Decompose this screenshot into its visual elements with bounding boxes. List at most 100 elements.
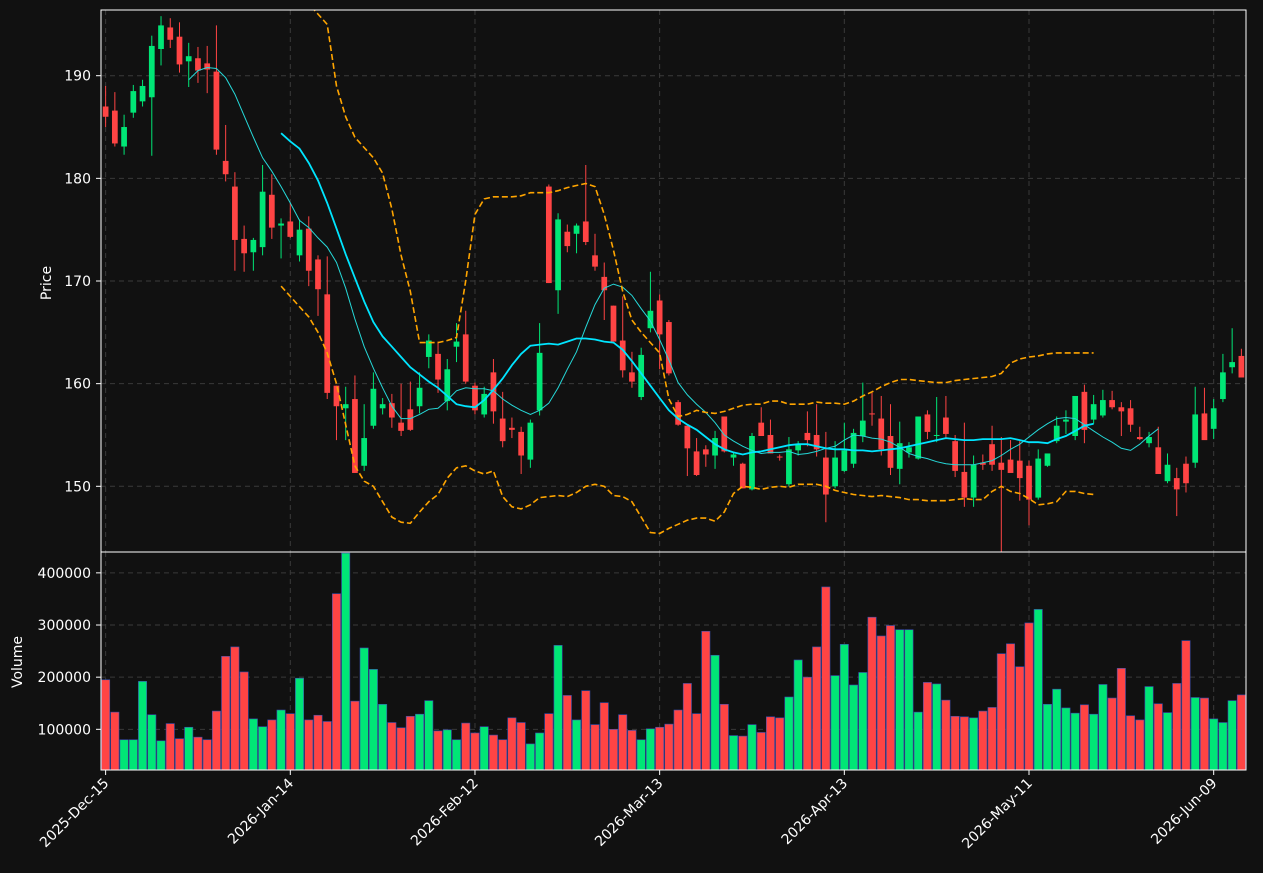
volume-bar	[470, 732, 480, 771]
price-axis-label: Price	[39, 266, 55, 300]
candle-body	[158, 25, 164, 50]
volume-bar	[812, 646, 822, 771]
volume-bar	[562, 695, 572, 771]
volume-bar	[1199, 697, 1209, 771]
volume-bar	[1043, 703, 1052, 771]
volume-bar	[322, 721, 332, 771]
candle-body	[666, 322, 672, 374]
volume-tick-label: 300000	[38, 618, 91, 634]
candle-body	[315, 259, 321, 290]
volume-bar	[701, 630, 711, 771]
candle-body	[896, 443, 903, 469]
volume-bar	[138, 681, 148, 771]
moving-average-short-line	[188, 66, 1159, 466]
candle-body	[943, 417, 949, 434]
candle-body	[693, 451, 700, 476]
volume-bar	[719, 703, 729, 771]
volume-bar	[1052, 688, 1062, 771]
volume-bar	[230, 646, 240, 771]
volume-bar	[664, 723, 674, 771]
candle-body	[564, 231, 571, 247]
volume-bar	[507, 717, 517, 771]
candle-body	[832, 457, 838, 487]
candle-body	[435, 353, 441, 380]
candle-body	[1053, 425, 1060, 442]
candle-body	[1035, 458, 1042, 498]
candle-body	[767, 434, 774, 454]
volume-bar	[175, 738, 184, 771]
moving-average-long-line	[280, 132, 1094, 456]
candle-body	[453, 341, 460, 347]
volume-bar	[525, 743, 535, 771]
candle-body	[342, 404, 349, 409]
volume-bar	[1209, 718, 1219, 771]
volume-bar	[304, 719, 314, 771]
candle-body	[509, 427, 515, 430]
volume-bar	[959, 716, 969, 771]
volume-bar	[1107, 697, 1117, 771]
candle-body	[675, 402, 681, 425]
price-tick-label: 180	[64, 171, 91, 187]
volume-bar	[618, 714, 628, 771]
volume-tick-label: 400000	[38, 566, 91, 582]
candle-body	[906, 447, 912, 453]
volume-bar	[479, 726, 489, 771]
volume-bar	[110, 711, 120, 771]
volume-bar	[396, 727, 406, 771]
volume-bar	[1181, 640, 1191, 771]
candle-body	[204, 63, 211, 70]
volume-bar	[1006, 643, 1015, 771]
bollinger-lower-line	[280, 285, 1094, 535]
volume-bar	[156, 740, 166, 771]
volume-bar	[627, 730, 637, 771]
candle-body	[1072, 395, 1079, 437]
candle-body	[869, 413, 875, 415]
candle-body	[481, 393, 488, 415]
candle-body	[111, 110, 118, 144]
candle-body	[730, 454, 737, 458]
candle-body	[499, 418, 506, 442]
volume-bar	[553, 645, 563, 771]
candle-body	[259, 191, 266, 248]
candle-body	[305, 228, 312, 271]
candle-body	[1173, 478, 1180, 490]
candle-body	[195, 58, 201, 71]
volume-bar	[1116, 668, 1126, 771]
candle-body	[1238, 355, 1245, 378]
candle-body	[952, 441, 958, 471]
candle-body	[139, 85, 146, 102]
volume-bar	[793, 659, 803, 771]
volume-bar	[692, 713, 702, 771]
candle-body	[407, 409, 414, 430]
candle-body	[859, 420, 866, 437]
candle-body	[555, 219, 561, 291]
volume-bar	[285, 713, 295, 771]
candle-body	[850, 432, 857, 464]
volume-bar	[802, 676, 812, 771]
volume-bar	[267, 719, 277, 771]
candle-body	[924, 414, 931, 432]
volume-bar	[996, 653, 1006, 771]
volume-bar	[1089, 713, 1099, 771]
candle-body	[1155, 447, 1162, 474]
volume-bar	[1015, 666, 1025, 771]
candle-body	[389, 403, 395, 418]
candle-body	[739, 463, 746, 489]
volume-bar	[1153, 703, 1163, 771]
candle-body	[167, 27, 174, 40]
volume-bar	[368, 669, 378, 771]
volume-bar	[987, 707, 997, 771]
candle-body	[278, 223, 284, 226]
candle-body	[268, 194, 275, 228]
volume-bar	[682, 683, 692, 771]
volume-bar	[535, 732, 545, 771]
volume-bar	[350, 700, 360, 771]
candle-body	[130, 91, 137, 113]
volume-bar	[258, 726, 268, 771]
candle-body	[749, 436, 755, 490]
candle-body	[287, 221, 294, 237]
volume-bar	[193, 736, 203, 771]
volume-bar	[378, 703, 388, 771]
volume-bar	[313, 714, 323, 771]
volume-bar	[119, 739, 129, 771]
